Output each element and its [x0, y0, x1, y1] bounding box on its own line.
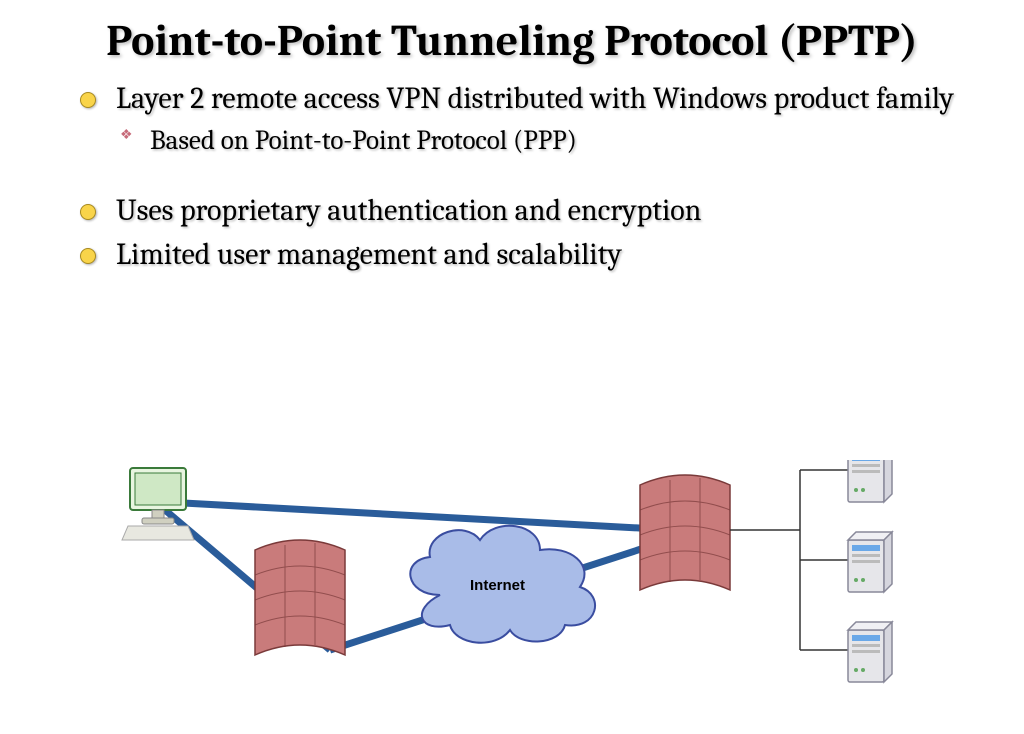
server-links	[730, 470, 850, 650]
content-area: Layer 2 remote access VPN distributed wi…	[0, 72, 1024, 273]
slide-title: Point-to-Point Tunneling Protocol (PPTP)	[0, 0, 1024, 72]
internet-cloud: Internet	[410, 526, 595, 643]
bullet-2: Uses proprietary authentication and encr…	[80, 194, 964, 229]
network-diagram: Internet	[100, 460, 924, 720]
firewall-right-icon	[640, 475, 730, 590]
internet-label: Internet	[470, 577, 525, 594]
bullet-1a: Based on Point-to-Point Protocol (PPP)	[116, 125, 964, 156]
server-icon-2	[848, 532, 892, 592]
firewall-left-icon	[255, 540, 345, 655]
bullet-3: Limited user management and scalability	[80, 238, 964, 273]
client-computer-icon	[122, 468, 194, 540]
server-icon-3	[848, 622, 892, 682]
bullet-1: Layer 2 remote access VPN distributed wi…	[80, 82, 964, 156]
server-icon-1	[848, 460, 892, 502]
bullet-1-text: Layer 2 remote access VPN distributed wi…	[116, 81, 954, 116]
